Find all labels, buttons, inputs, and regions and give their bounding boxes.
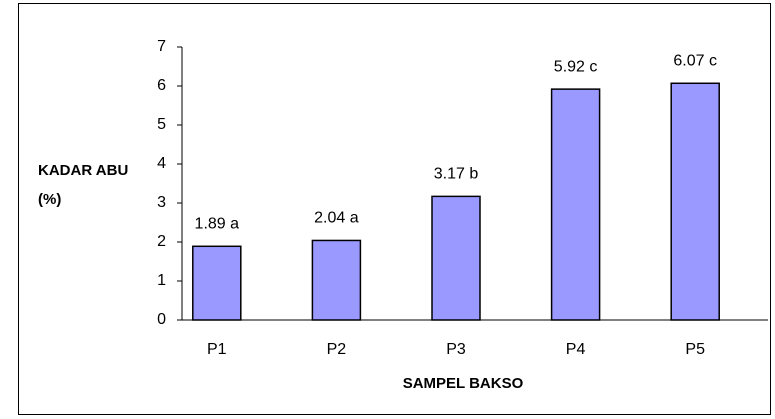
y-axis-label: KADAR ABU (%) (38, 162, 129, 208)
y-tick-label: 4 (157, 155, 166, 172)
value-label: 3.17 b (434, 166, 479, 183)
y-tick-label: 6 (157, 77, 166, 94)
value-label: 2.04 a (314, 210, 359, 227)
x-tick-label: P2 (327, 341, 347, 358)
bar (192, 245, 242, 321)
y-tick-label: 3 (157, 194, 166, 211)
y-tick-label: 2 (157, 233, 166, 250)
value-label: 6.07 c (673, 52, 717, 69)
x-axis-label: SAMPEL BAKSO (403, 375, 524, 392)
bar (431, 195, 481, 321)
y-tick-label: 7 (157, 38, 166, 55)
chart-border (18, 3, 771, 415)
bar (311, 239, 362, 321)
x-tick-label: P3 (446, 341, 466, 358)
x-tick-label: P1 (207, 341, 227, 358)
bar (550, 88, 601, 321)
value-label: 1.89 a (195, 216, 240, 233)
value-label: 5.92 c (554, 58, 598, 75)
y-tick-label: 5 (157, 116, 166, 133)
x-tick-label: P4 (566, 341, 586, 358)
y-tick-label: 0 (157, 311, 166, 328)
bar (670, 82, 720, 321)
y-tick-label: 1 (157, 272, 166, 289)
x-tick-label: P5 (685, 341, 705, 358)
